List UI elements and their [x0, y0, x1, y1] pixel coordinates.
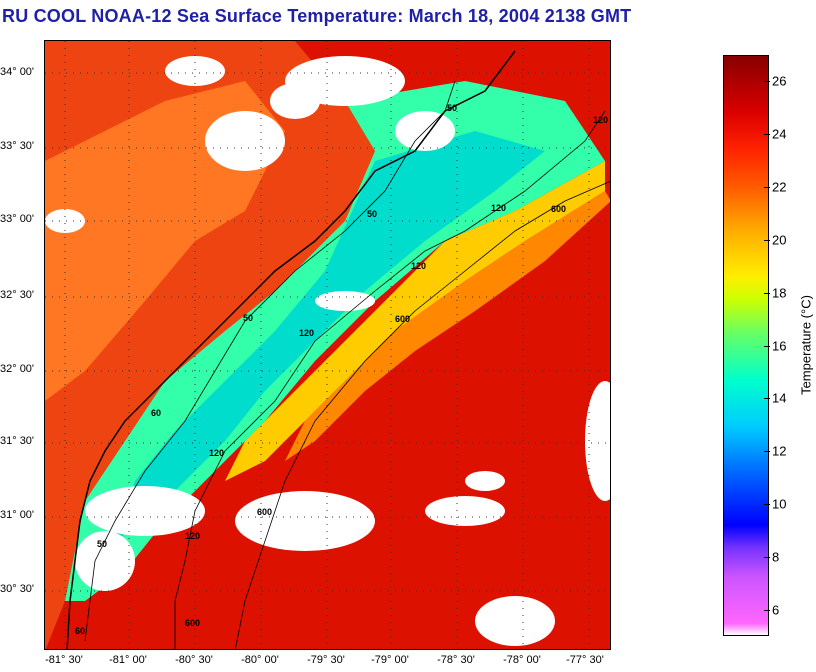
lon-label: -79° 00'	[371, 654, 409, 666]
isobath-label: 120	[593, 115, 608, 125]
colorbar-tick-mark	[764, 503, 770, 505]
sst-map: 50 50 50 60 50 60 120 120 120 120 120 12…	[44, 40, 611, 650]
colorbar-tick-mark	[764, 187, 770, 189]
isobath-label: 50	[367, 209, 377, 219]
lon-label: -80° 00'	[241, 654, 279, 666]
isobath-50	[84, 80, 456, 642]
isobath-label: 120	[185, 531, 200, 541]
lon-label: -81° 00'	[109, 654, 147, 666]
colorbar-tick-mark	[764, 345, 770, 347]
lat-label: 33° 30'	[0, 140, 35, 152]
colorbar-tick-label: 14	[772, 390, 787, 406]
isobath-label: 50	[243, 313, 253, 323]
colorbar-tick-label: 26	[772, 73, 787, 89]
lat-label: 31° 00'	[0, 509, 35, 521]
colorbar-tick-mark	[764, 81, 770, 83]
colorbar-tick-label: 16	[772, 338, 787, 353]
isobath-label: 600	[185, 618, 200, 628]
lon-label: -81° 30'	[45, 654, 83, 666]
lon-label: -79° 30'	[307, 654, 345, 666]
colorbar-tick-label: 24	[772, 126, 787, 142]
isobath-label: 50	[447, 103, 457, 113]
isobath-label: 120	[491, 203, 506, 213]
shelf-water	[65, 81, 605, 601]
lat-label: 33° 00'	[0, 213, 35, 225]
colorbar-tick-label: 8	[772, 549, 780, 565]
colorbar-tick-mark	[764, 239, 770, 241]
isobath-600	[234, 180, 610, 649]
colorbar-tick-mark	[764, 451, 770, 453]
isobath-label: 600	[395, 314, 410, 324]
colorbar-tick-mark	[764, 398, 770, 400]
lat-label: 32° 00'	[0, 363, 35, 375]
isobath-label: 60	[151, 408, 161, 418]
colorbar-tick-label: 20	[772, 232, 787, 248]
lat-label: 32° 30'	[0, 289, 35, 301]
isobath-label: 50	[97, 539, 107, 549]
isobath-120	[174, 110, 606, 649]
isobath-label: 600	[257, 507, 272, 517]
lon-label: -78° 00'	[503, 654, 541, 666]
colorbar-tick-mark	[764, 134, 770, 136]
isobath-label: 600	[551, 204, 566, 214]
lat-label: 30° 30'	[0, 583, 35, 595]
coastline	[66, 50, 516, 649]
isobath-label: 120	[209, 448, 224, 458]
temperature-colorbar	[723, 55, 769, 636]
colorbar-title: Temperature (°C)	[798, 295, 814, 395]
colorbar-tick-label: 10	[772, 496, 787, 512]
colorbar-tick-label: 18	[772, 285, 787, 301]
lon-label: -77° 30'	[566, 654, 604, 666]
colorbar-tick-label: 22	[772, 179, 787, 195]
lon-label: -78° 30'	[437, 654, 475, 666]
lon-label: -80° 30'	[175, 654, 213, 666]
colorbar-tick-mark	[764, 609, 770, 611]
lat-label: 34° 00'	[0, 66, 35, 78]
colorbar-tick-label: 12	[772, 443, 787, 459]
isobath-label: 120	[411, 261, 426, 271]
colorbar-tick-mark	[764, 292, 770, 294]
isobath-label: 60	[75, 626, 85, 636]
colorbar-tick-mark	[764, 556, 770, 558]
cloud-mask	[45, 56, 610, 646]
isobath-label: 120	[299, 328, 314, 338]
map-title: RU COOL NOAA-12 Sea Surface Temperature:…	[2, 6, 632, 26]
lat-label: 31° 30'	[0, 435, 35, 447]
colorbar-tick-label: 6	[772, 602, 780, 618]
